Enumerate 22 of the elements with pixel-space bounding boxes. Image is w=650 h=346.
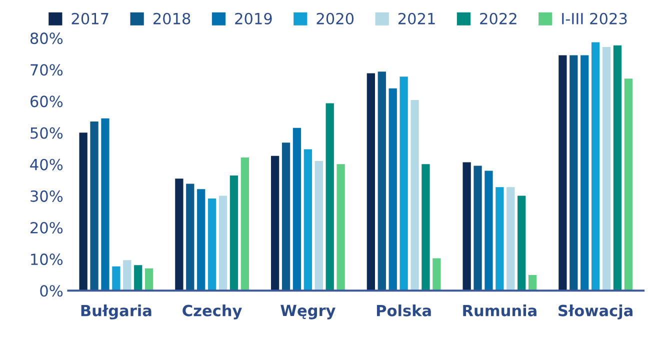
x-tick-label: Czechy bbox=[182, 304, 242, 320]
y-tick-label: 30% bbox=[30, 190, 63, 202]
y-tick-label: 70% bbox=[30, 64, 63, 76]
legend-label: 2021 bbox=[398, 12, 435, 24]
legend-label: I-III 2023 bbox=[562, 12, 627, 24]
legend-label: 2022 bbox=[480, 12, 516, 24]
x-tick-label: Węgry bbox=[280, 304, 336, 320]
y-tick-label: 60% bbox=[30, 96, 63, 108]
y-tick-label: 80% bbox=[30, 32, 63, 44]
y-tick-label: 20% bbox=[30, 222, 63, 234]
legend-label: 2018 bbox=[153, 12, 190, 24]
x-tick-label: Słowacja bbox=[558, 304, 632, 320]
y-tick-label: 50% bbox=[30, 127, 63, 139]
legend-label: 2020 bbox=[316, 12, 354, 24]
y-tick-label: 40% bbox=[30, 158, 63, 170]
x-tick-label: Polska bbox=[376, 304, 431, 316]
y-tick-label: 10% bbox=[31, 254, 63, 266]
y-tick-label: 0% bbox=[40, 285, 63, 297]
legend-label: 2019 bbox=[235, 12, 272, 24]
x-tick-label: Bułgaria bbox=[81, 304, 152, 320]
legend-label: 2017 bbox=[72, 12, 108, 24]
x-tick-label: Rumunia bbox=[463, 304, 536, 316]
